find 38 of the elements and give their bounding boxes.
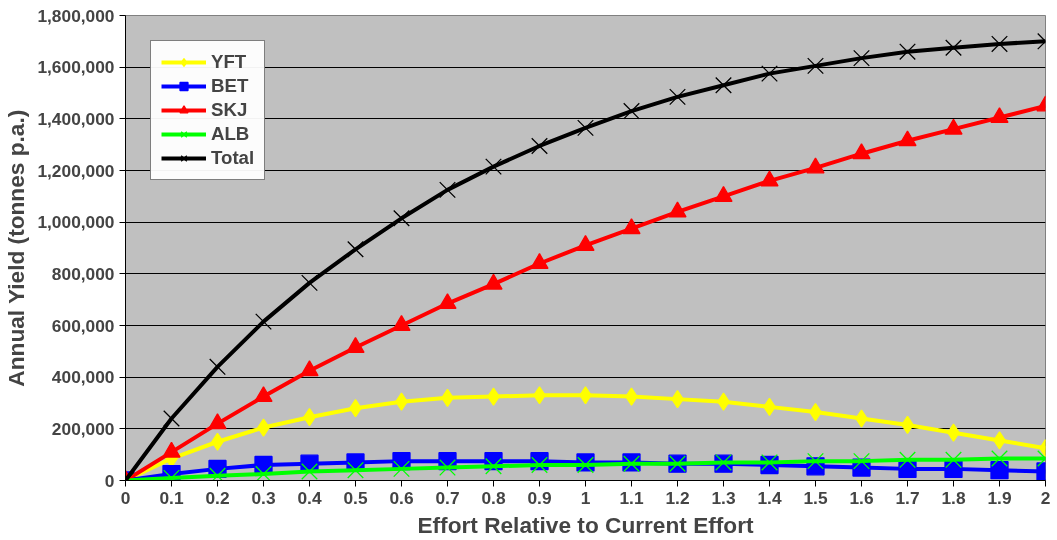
x-tick-label: 1.3	[711, 487, 736, 508]
x-tick-label: 0.3	[251, 487, 276, 508]
x-tick-label: 1.1	[619, 487, 644, 508]
x-tick-label: 0.5	[343, 487, 368, 508]
y-axis-title: Annual Yield (tonnes p.a.)	[3, 109, 30, 387]
y-tick-label: 1,600,000	[37, 57, 115, 78]
legend-label: BET	[211, 75, 249, 97]
x-tick-label: 0.1	[159, 487, 184, 508]
x-tick-label: 0.8	[481, 487, 506, 508]
y-tick-label: 200,000	[51, 418, 115, 439]
x-tick-label: 1.7	[895, 487, 920, 508]
y-tick-label: 1,000,000	[37, 212, 115, 233]
x-tick-label: 1.9	[987, 487, 1012, 508]
x-tick-label: 1.8	[941, 487, 966, 508]
x-tick-label: 0.7	[435, 487, 460, 508]
legend-label: Total	[211, 147, 255, 169]
x-tick-label: 0.4	[297, 487, 322, 508]
y-tick-label: 0	[104, 470, 115, 491]
x-tick-label: 1	[580, 487, 591, 508]
y-tick-label: 600,000	[51, 315, 115, 336]
legend-label: YFT	[211, 51, 247, 73]
x-tick-label: 0.6	[389, 487, 414, 508]
y-tick-label: 1,800,000	[37, 5, 115, 26]
legend-label: SKJ	[211, 99, 248, 121]
x-tick-label: 1.4	[757, 487, 782, 508]
x-tick-label: 0	[120, 487, 131, 508]
y-tick-label: 1,200,000	[37, 160, 115, 181]
x-axis-title: Effort Relative to Current Effort	[417, 511, 754, 538]
x-tick-label: 0.9	[527, 487, 552, 508]
y-tick-label: 400,000	[51, 367, 115, 388]
x-tick-label: 2	[1040, 487, 1051, 508]
y-tick-label: 800,000	[51, 263, 115, 284]
x-tick-label: 0.2	[205, 487, 230, 508]
x-tick-label: 1.5	[803, 487, 828, 508]
x-tick-label: 1.6	[849, 487, 874, 508]
x-tick-label: 1.2	[665, 487, 690, 508]
legend-label: ALB	[211, 123, 250, 145]
y-tick-label: 1,400,000	[37, 108, 115, 129]
